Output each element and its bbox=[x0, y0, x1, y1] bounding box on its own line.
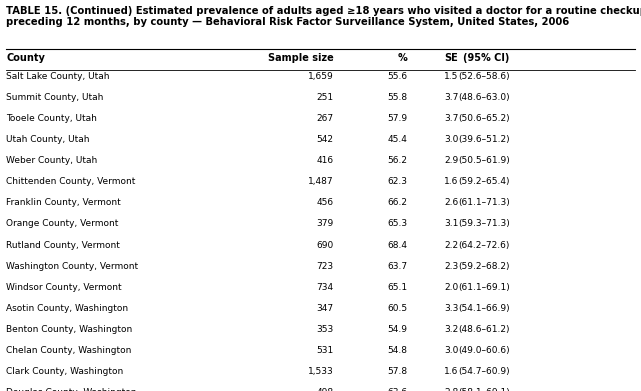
Text: Washington County, Vermont: Washington County, Vermont bbox=[6, 262, 138, 271]
Text: 267: 267 bbox=[316, 114, 333, 123]
Text: Salt Lake County, Utah: Salt Lake County, Utah bbox=[6, 72, 110, 81]
Text: 542: 542 bbox=[316, 135, 333, 144]
Text: (48.6–61.2): (48.6–61.2) bbox=[458, 325, 510, 334]
Text: 62.3: 62.3 bbox=[387, 177, 407, 186]
Text: Weber County, Utah: Weber County, Utah bbox=[6, 156, 97, 165]
Text: 734: 734 bbox=[316, 283, 333, 292]
Text: 251: 251 bbox=[316, 93, 333, 102]
Text: (59.2–65.4): (59.2–65.4) bbox=[458, 177, 510, 186]
Text: (48.6–63.0): (48.6–63.0) bbox=[458, 93, 510, 102]
Text: (61.1–69.1): (61.1–69.1) bbox=[458, 283, 510, 292]
Text: 1,487: 1,487 bbox=[308, 177, 333, 186]
Text: 456: 456 bbox=[316, 198, 333, 207]
Text: 531: 531 bbox=[316, 346, 333, 355]
Text: Utah County, Utah: Utah County, Utah bbox=[6, 135, 90, 144]
Text: 55.8: 55.8 bbox=[387, 93, 407, 102]
Text: 2.9: 2.9 bbox=[444, 156, 458, 165]
Text: 65.1: 65.1 bbox=[387, 283, 407, 292]
Text: (50.6–65.2): (50.6–65.2) bbox=[458, 114, 510, 123]
Text: 2.3: 2.3 bbox=[444, 262, 458, 271]
Text: 2.0: 2.0 bbox=[444, 283, 458, 292]
Text: Windsor County, Vermont: Windsor County, Vermont bbox=[6, 283, 122, 292]
Text: SE: SE bbox=[445, 53, 458, 63]
Text: (54.7–60.9): (54.7–60.9) bbox=[458, 367, 510, 376]
Text: 3.0: 3.0 bbox=[444, 135, 458, 144]
Text: (49.0–60.6): (49.0–60.6) bbox=[458, 346, 510, 355]
Text: 2.8: 2.8 bbox=[444, 388, 458, 391]
Text: 1.6: 1.6 bbox=[444, 177, 458, 186]
Text: 3.0: 3.0 bbox=[444, 346, 458, 355]
Text: Douglas County, Washington: Douglas County, Washington bbox=[6, 388, 137, 391]
Text: Summit County, Utah: Summit County, Utah bbox=[6, 93, 104, 102]
Text: 416: 416 bbox=[316, 156, 333, 165]
Text: (61.1–71.3): (61.1–71.3) bbox=[458, 198, 510, 207]
Text: (58.1–69.1): (58.1–69.1) bbox=[458, 388, 510, 391]
Text: Sample size: Sample size bbox=[267, 53, 333, 63]
Text: (64.2–72.6): (64.2–72.6) bbox=[458, 240, 510, 249]
Text: 57.9: 57.9 bbox=[387, 114, 407, 123]
Text: Tooele County, Utah: Tooele County, Utah bbox=[6, 114, 97, 123]
Text: 690: 690 bbox=[316, 240, 333, 249]
Text: Chelan County, Washington: Chelan County, Washington bbox=[6, 346, 132, 355]
Text: 2.2: 2.2 bbox=[444, 240, 458, 249]
Text: 1,659: 1,659 bbox=[308, 72, 333, 81]
Text: 3.7: 3.7 bbox=[444, 93, 458, 102]
Text: Orange County, Vermont: Orange County, Vermont bbox=[6, 219, 119, 228]
Text: 498: 498 bbox=[316, 388, 333, 391]
Text: Franklin County, Vermont: Franklin County, Vermont bbox=[6, 198, 121, 207]
Text: 1.6: 1.6 bbox=[444, 367, 458, 376]
Text: 1.5: 1.5 bbox=[444, 72, 458, 81]
Text: 68.4: 68.4 bbox=[387, 240, 407, 249]
Text: 54.8: 54.8 bbox=[387, 346, 407, 355]
Text: TABLE 15. (Continued) Estimated prevalence of adults aged ≥18 years who visited : TABLE 15. (Continued) Estimated prevalen… bbox=[6, 6, 641, 27]
Text: 45.4: 45.4 bbox=[387, 135, 407, 144]
Text: (95% CI): (95% CI) bbox=[463, 53, 510, 63]
Text: 2.6: 2.6 bbox=[444, 198, 458, 207]
Text: 379: 379 bbox=[316, 219, 333, 228]
Text: 63.7: 63.7 bbox=[387, 262, 407, 271]
Text: Rutland County, Vermont: Rutland County, Vermont bbox=[6, 240, 121, 249]
Text: Clark County, Washington: Clark County, Washington bbox=[6, 367, 124, 376]
Text: Chittenden County, Vermont: Chittenden County, Vermont bbox=[6, 177, 136, 186]
Text: Asotin County, Washington: Asotin County, Washington bbox=[6, 304, 129, 313]
Text: (39.6–51.2): (39.6–51.2) bbox=[458, 135, 510, 144]
Text: 3.3: 3.3 bbox=[444, 304, 458, 313]
Text: 65.3: 65.3 bbox=[387, 219, 407, 228]
Text: 56.2: 56.2 bbox=[387, 156, 407, 165]
Text: (50.5–61.9): (50.5–61.9) bbox=[458, 156, 510, 165]
Text: County: County bbox=[6, 53, 46, 63]
Text: 54.9: 54.9 bbox=[387, 325, 407, 334]
Text: 353: 353 bbox=[316, 325, 333, 334]
Text: 347: 347 bbox=[316, 304, 333, 313]
Text: (54.1–66.9): (54.1–66.9) bbox=[458, 304, 510, 313]
Text: 55.6: 55.6 bbox=[387, 72, 407, 81]
Text: 57.8: 57.8 bbox=[387, 367, 407, 376]
Text: (52.6–58.6): (52.6–58.6) bbox=[458, 72, 510, 81]
Text: 63.6: 63.6 bbox=[387, 388, 407, 391]
Text: (59.2–68.2): (59.2–68.2) bbox=[458, 262, 510, 271]
Text: %: % bbox=[397, 53, 407, 63]
Text: 1,533: 1,533 bbox=[308, 367, 333, 376]
Text: (59.3–71.3): (59.3–71.3) bbox=[458, 219, 510, 228]
Text: 3.2: 3.2 bbox=[444, 325, 458, 334]
Text: 723: 723 bbox=[316, 262, 333, 271]
Text: 60.5: 60.5 bbox=[387, 304, 407, 313]
Text: Benton County, Washington: Benton County, Washington bbox=[6, 325, 133, 334]
Text: 3.1: 3.1 bbox=[444, 219, 458, 228]
Text: 66.2: 66.2 bbox=[387, 198, 407, 207]
Text: 3.7: 3.7 bbox=[444, 114, 458, 123]
